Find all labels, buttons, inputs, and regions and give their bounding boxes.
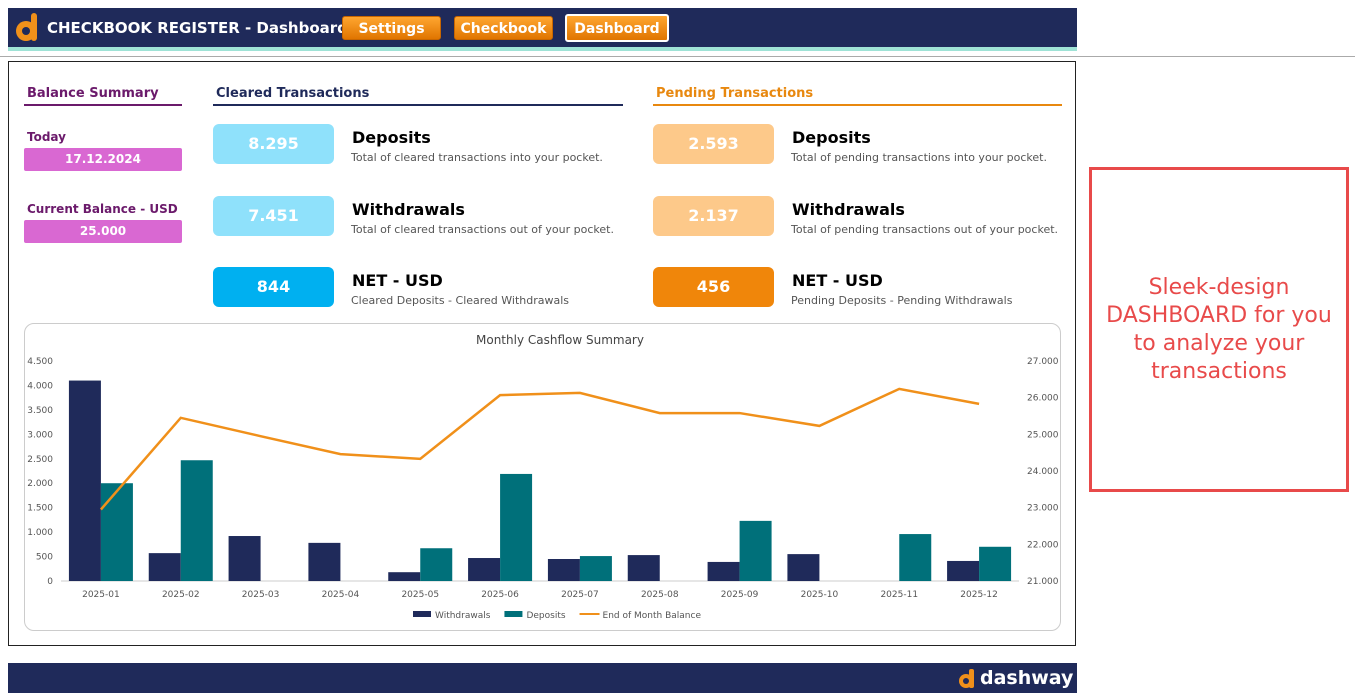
- x-tick-label: 2025-06: [481, 590, 519, 600]
- card-value: 844: [213, 267, 334, 307]
- section-title: Cleared Transactions: [213, 86, 623, 106]
- bar: [388, 572, 421, 581]
- x-tick-label: 2025-12: [960, 590, 998, 600]
- y-tick-label: 500: [36, 553, 53, 563]
- y-tick-label: 4.500: [27, 357, 53, 367]
- y2-tick-label: 23.000: [1027, 504, 1059, 514]
- bar: [707, 561, 740, 581]
- y2-tick-label: 27.000: [1027, 357, 1059, 367]
- header-accent: [8, 47, 1077, 51]
- bar: [148, 553, 181, 581]
- x-tick-label: 2025-09: [721, 590, 759, 600]
- value: 17.12.2024: [24, 148, 182, 171]
- footer-logo: [959, 669, 974, 688]
- legend-swatch: [504, 611, 523, 617]
- tab[interactable]: Settings: [342, 16, 441, 40]
- card-value: 2.137: [653, 196, 774, 236]
- y-tick-label: 1.000: [27, 528, 53, 538]
- card-description: Total of pending transactions into your …: [791, 151, 1047, 164]
- y-tick-label: 2.500: [27, 455, 53, 465]
- x-tick-label: 2025-03: [242, 590, 280, 600]
- bar: [420, 548, 453, 581]
- panel: [8, 61, 1076, 646]
- y2-tick-label: 22.000: [1027, 540, 1059, 550]
- x-tick-label: 2025-05: [401, 590, 439, 600]
- card-label: Deposits: [792, 128, 871, 147]
- legend-swatch: [413, 611, 431, 617]
- legend-label: Deposits: [526, 611, 565, 621]
- y-tick-label: 2.000: [27, 479, 53, 489]
- legend-label: Withdrawals: [435, 611, 491, 621]
- bar: [787, 554, 820, 581]
- bar: [979, 546, 1012, 581]
- bar: [899, 534, 932, 581]
- x-tick-label: 2025-08: [641, 590, 679, 600]
- x-tick-label: 2025-11: [880, 590, 918, 600]
- bar: [627, 555, 660, 581]
- bar: [308, 542, 341, 581]
- y-tick-label: 1.500: [27, 504, 53, 514]
- card-description: Cleared Deposits - Cleared Withdrawals: [351, 294, 570, 307]
- bar: [579, 556, 612, 581]
- legend-swatch: [579, 613, 600, 615]
- tab-active[interactable]: Dashboard: [565, 14, 669, 42]
- x-tick-label: 2025-07: [561, 590, 599, 600]
- card-description: Total of cleared transactions into your …: [351, 151, 603, 164]
- card-label: NET - USD: [352, 271, 443, 290]
- x-tick-label: 2025-04: [322, 590, 360, 600]
- card-value: 7.451: [213, 196, 334, 236]
- y2-tick-label: 21.000: [1027, 577, 1059, 587]
- bar: [500, 473, 533, 581]
- card-value: 456: [653, 267, 774, 307]
- bar: [547, 559, 580, 581]
- bar: [739, 520, 772, 581]
- logo-icon: [16, 13, 37, 41]
- footer-brand: dashway: [980, 667, 1074, 689]
- x-tick-label: 2025-10: [801, 590, 839, 600]
- bar: [68, 380, 101, 581]
- card-value: 2.593: [653, 124, 774, 164]
- section-title: Pending Transactions: [653, 86, 1062, 106]
- card-description: Pending Deposits - Pending Withdrawals: [791, 294, 1013, 307]
- tab[interactable]: Checkbook: [454, 16, 553, 40]
- bar: [947, 560, 980, 581]
- x-tick-label: 2025-01: [82, 590, 120, 600]
- legend-label: End of Month Balance: [603, 611, 702, 621]
- card-description: Total of cleared transactions out of you…: [351, 223, 614, 236]
- label: Current Balance - USD: [27, 202, 178, 216]
- card-label: Withdrawals: [792, 200, 905, 219]
- divider: [0, 56, 1355, 57]
- x-tick-label: 2025-02: [162, 590, 200, 600]
- card-label: Withdrawals: [352, 200, 465, 219]
- card-value: 8.295: [213, 124, 334, 164]
- y-tick-label: 3.500: [27, 406, 53, 416]
- y-tick-label: 0: [47, 577, 53, 587]
- y-tick-label: 3.000: [27, 430, 53, 440]
- bar: [180, 460, 213, 581]
- bar: [228, 536, 261, 581]
- footer-bar: [8, 663, 1077, 693]
- value: 25.000: [24, 220, 182, 243]
- line: [99, 387, 980, 511]
- header-title: CHECKBOOK REGISTER - Dashboard: [47, 19, 348, 37]
- label: Today: [27, 130, 66, 144]
- card-description: Total of pending transactions out of you…: [791, 223, 1059, 236]
- y2-tick-label: 25.000: [1027, 430, 1059, 440]
- chart-title: Monthly Cashflow Summary: [476, 333, 644, 347]
- card-label: NET - USD: [792, 271, 883, 290]
- card-label: Deposits: [352, 128, 431, 147]
- callout: Sleek-design DASHBOARD for you to analyz…: [1089, 167, 1349, 492]
- y-tick-label: 4.000: [27, 381, 53, 391]
- bar: [468, 558, 501, 581]
- y2-tick-label: 24.000: [1027, 467, 1059, 477]
- section-title: Balance Summary: [24, 86, 182, 106]
- bar: [100, 483, 133, 581]
- chart-frame: [24, 323, 1061, 631]
- y2-tick-label: 26.000: [1027, 394, 1059, 404]
